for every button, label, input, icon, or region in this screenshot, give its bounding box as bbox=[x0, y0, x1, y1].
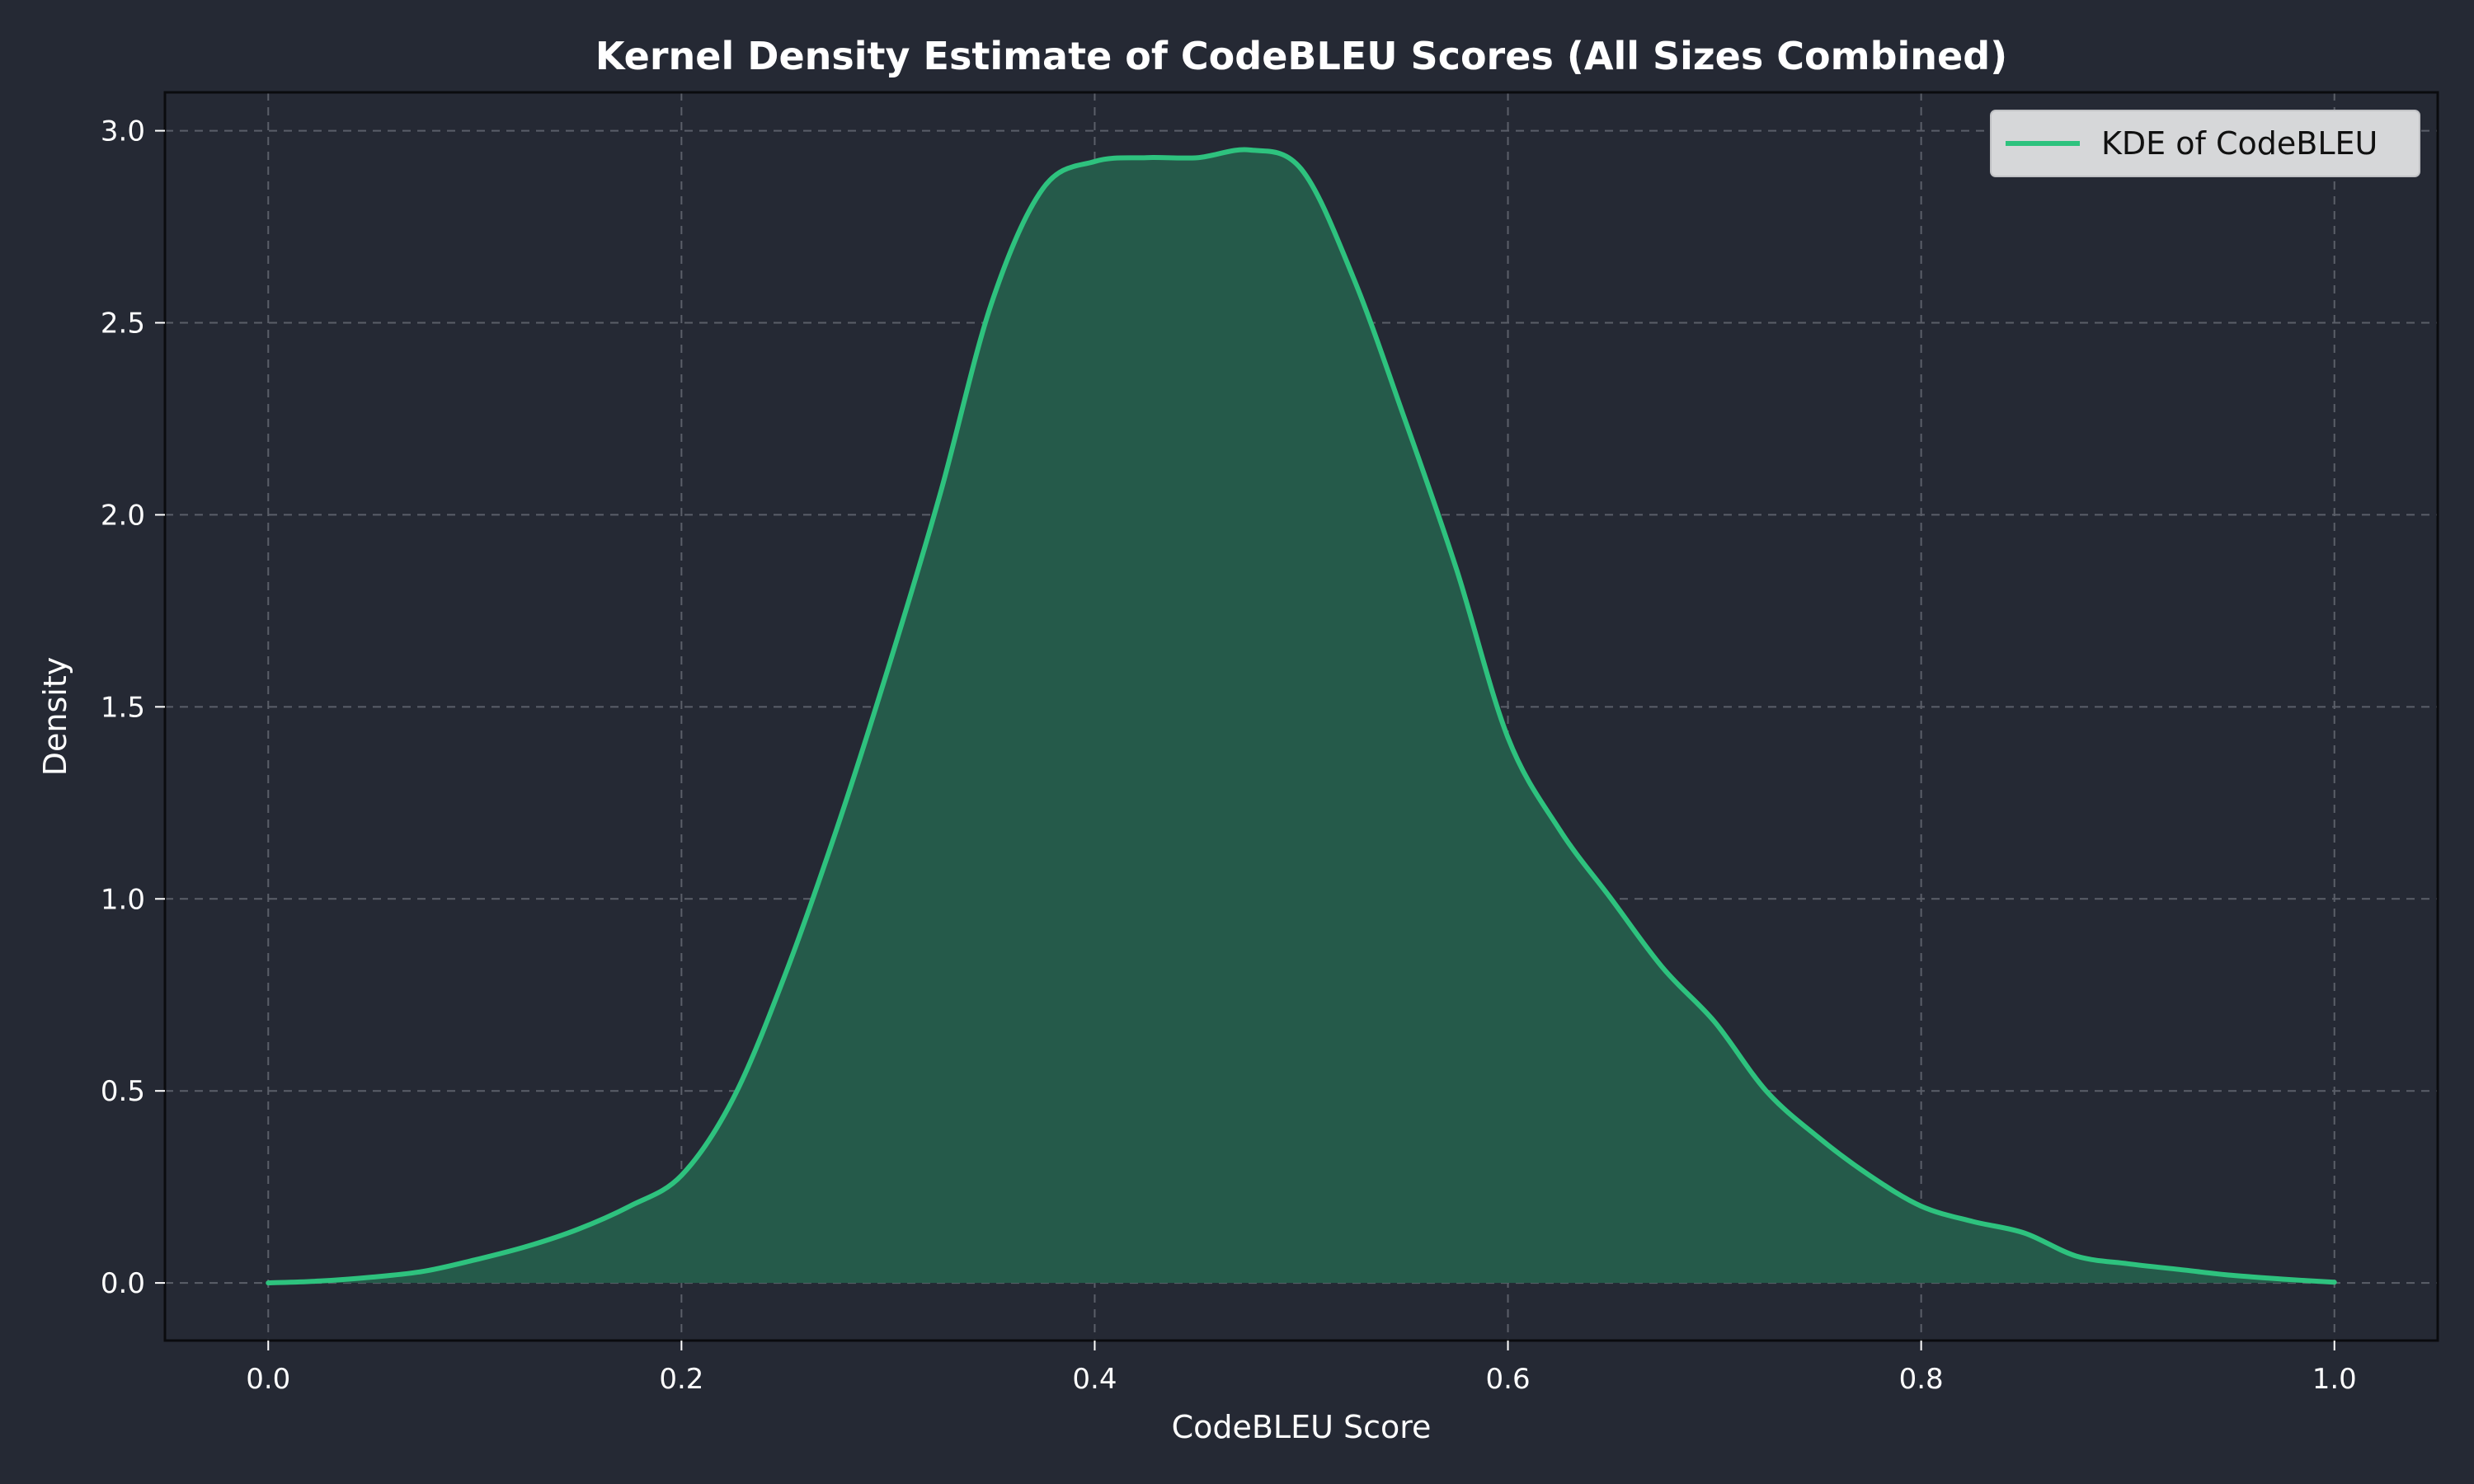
x-tick-label-1: 0.2 bbox=[659, 1363, 703, 1396]
y-tick-label-6: 3.0 bbox=[101, 115, 145, 148]
kde-fill-area bbox=[268, 149, 2335, 1284]
y-tick-label-2: 1.0 bbox=[101, 883, 145, 916]
x-axis-title: CodeBLEU Score bbox=[1172, 1409, 1432, 1445]
y-tick-label-4: 2.0 bbox=[101, 499, 145, 532]
plot-frame bbox=[163, 91, 2439, 1342]
kde-line bbox=[266, 147, 2337, 1286]
y-tick-label-1: 0.5 bbox=[101, 1075, 145, 1108]
y-axis-title: Density bbox=[37, 657, 73, 776]
x-tick-label-3: 0.6 bbox=[1486, 1363, 1531, 1396]
chart-title: Kernel Density Estimate of CodeBLEU Scor… bbox=[595, 34, 2007, 78]
y-tick-label-0: 0.0 bbox=[101, 1267, 145, 1300]
x-tick-label-4: 0.8 bbox=[1899, 1363, 1944, 1396]
axis-ticks: 0.0 0.2 0.4 0.6 0.8 1.0 0.0 0.5 1.0 1.5 2.0 2.5 3.0 bbox=[101, 115, 2357, 1396]
legend: KDE of CodeBLEU bbox=[1990, 110, 2420, 177]
y-tick-label-3: 1.5 bbox=[101, 691, 145, 724]
x-tick-label-2: 0.4 bbox=[1072, 1363, 1117, 1396]
plot-area bbox=[266, 147, 2337, 1286]
legend-box bbox=[1990, 110, 2420, 177]
legend-label: KDE of CodeBLEU bbox=[2101, 125, 2378, 162]
x-tick-label-0: 0.0 bbox=[246, 1363, 290, 1396]
x-tick-label-5: 1.0 bbox=[2312, 1363, 2357, 1396]
y-tick-label-5: 2.5 bbox=[101, 308, 145, 340]
